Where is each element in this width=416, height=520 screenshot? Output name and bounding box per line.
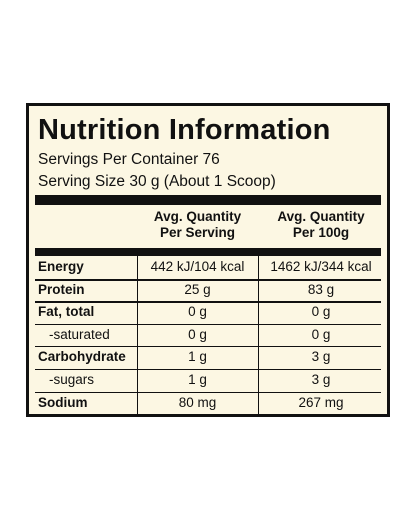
row-divider	[35, 301, 381, 304]
nutrition-panel: Nutrition Information Servings Per Conta…	[26, 103, 390, 417]
row-label: Energy	[38, 259, 84, 274]
column-divider	[258, 256, 259, 415]
column-header: Per 100g	[292, 225, 350, 240]
servings-per-container: Servings Per Container 76	[38, 151, 220, 168]
cell-value: 1 g	[188, 349, 207, 365]
cell-value: 0 g	[188, 304, 207, 320]
title: Nutrition Information	[38, 114, 331, 146]
row-divider	[35, 278, 381, 281]
cell-value: 0 g	[311, 304, 331, 320]
row-label: Carbohydrate	[38, 349, 126, 365]
row-divider	[35, 346, 381, 348]
serving-size: Serving Size 30 g (About 1 Scoop)	[38, 173, 276, 190]
column-header: Per Serving	[159, 225, 236, 240]
cell-value: 0 g	[311, 326, 331, 342]
row-label: -saturated	[49, 326, 110, 342]
cell-value: 3 g	[311, 349, 331, 365]
column-header: Avg. Quantity	[277, 209, 365, 224]
cell-value: 1 g	[188, 372, 207, 387]
cell-value: 442 kJ/104 kcal	[150, 259, 245, 274]
row-divider	[35, 369, 381, 370]
cell-value: 3 g	[311, 372, 331, 387]
row-divider	[35, 323, 381, 325]
cell-value: 25 g	[184, 281, 211, 297]
cell-value: 1462 kJ/344 kcal	[270, 259, 372, 274]
column-divider	[137, 256, 138, 415]
divider-bar	[35, 248, 381, 256]
row-label: Fat, total	[38, 304, 95, 320]
row-label: -sugars	[49, 372, 95, 387]
row-divider	[35, 391, 381, 393]
cell-value: 267 mg	[298, 394, 344, 410]
divider-bar	[35, 195, 381, 205]
cell-value: 83 g	[307, 281, 335, 297]
cell-value: 80 mg	[178, 394, 217, 410]
cell-value: 0 g	[188, 326, 207, 342]
row-label: Protein	[38, 281, 85, 297]
row-label: Sodium	[38, 394, 88, 410]
column-header: Avg. Quantity	[153, 209, 242, 224]
